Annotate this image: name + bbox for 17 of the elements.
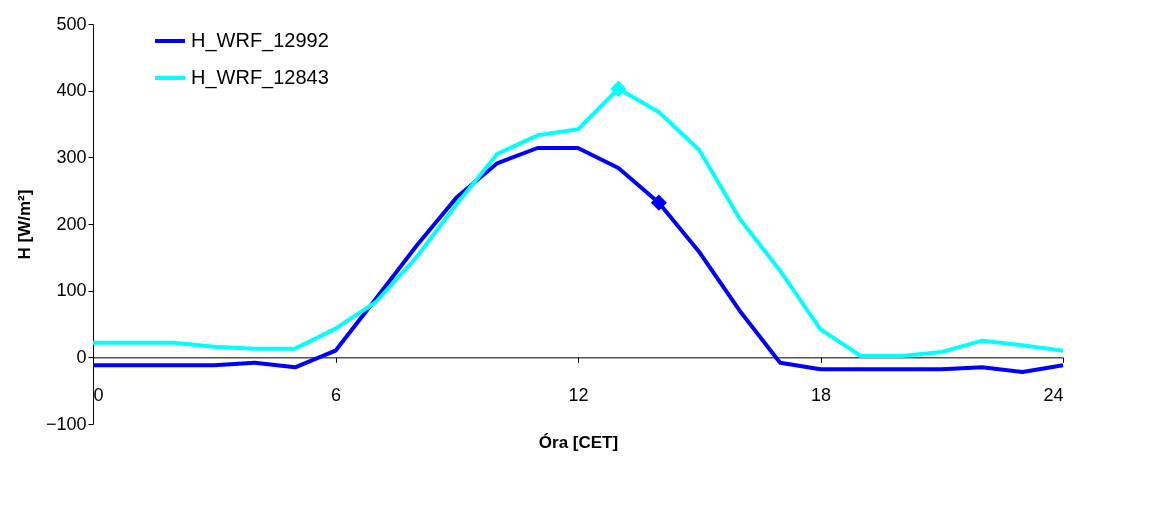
x-tick-label: 0 — [93, 384, 104, 405]
x-tick-label: 12 — [568, 384, 589, 405]
x-tick-label: 18 — [810, 384, 832, 405]
y-tick-label: 200 — [56, 213, 87, 234]
y-tick-label: 0 — [76, 346, 87, 367]
x-tick-label: 6 — [330, 384, 342, 405]
line-series — [91, 146, 1065, 374]
y-tick-label: 400 — [56, 80, 87, 101]
y-axis-title: H [W/m²] — [14, 189, 34, 260]
legend-label: H_WRF_12992 — [191, 29, 329, 52]
y-tick-label: −100 — [45, 413, 87, 434]
y-tick-label: 100 — [56, 280, 87, 301]
legend-label: H_WRF_12843 — [191, 66, 329, 89]
x-axis-title: Óra [CET] — [538, 432, 619, 452]
y-tick-label: 300 — [56, 146, 87, 167]
x-tick-label: 24 — [1043, 384, 1064, 405]
y-tick-label: 500 — [56, 13, 87, 34]
